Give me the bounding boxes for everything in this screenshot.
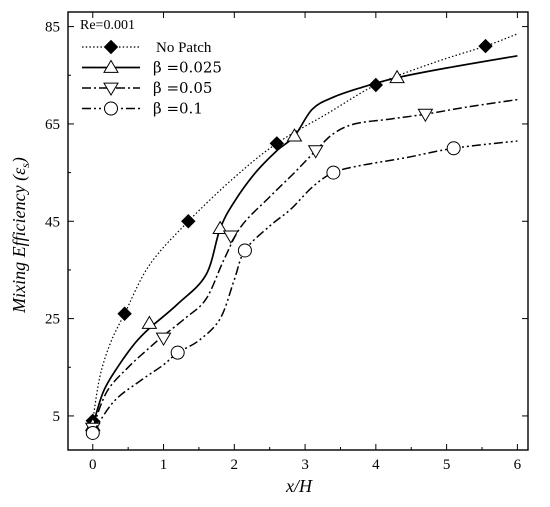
legend-marker (103, 82, 119, 96)
series-line (92, 98, 518, 429)
x-tick-label: 5 (443, 457, 451, 473)
data-point (222, 230, 239, 244)
x-tick-label: 1 (160, 457, 168, 473)
data-point (117, 306, 132, 321)
data-point (307, 145, 324, 159)
series-0 (85, 33, 518, 429)
y-tick-label: 85 (45, 20, 60, 36)
data-point (417, 108, 434, 123)
x-tick-label: 0 (89, 457, 97, 473)
legend-marker (103, 59, 119, 73)
series-line (92, 140, 518, 434)
data-point (326, 165, 341, 180)
legend-marker (103, 39, 119, 55)
y-axis-title-close: ) (9, 157, 30, 164)
legend-label: β =0.1 (153, 100, 203, 118)
data-point (286, 128, 303, 142)
x-axis-title: x/H (285, 476, 313, 496)
data-point (141, 315, 158, 329)
reynolds-annotation: Re=0.001 (80, 18, 135, 33)
x-tick-label: 4 (372, 457, 380, 473)
x-tick-label: 2 (231, 457, 239, 473)
series-line (92, 33, 518, 421)
legend: Re=0.001 No Patch β =0.025 β =0.05 β =0.1 (80, 18, 222, 118)
legend-marker (104, 101, 118, 116)
data-point (389, 69, 405, 84)
y-axis-title-main: Mixing Efficiency (ε (9, 167, 30, 314)
data-point (155, 332, 172, 347)
series-3 (85, 140, 518, 440)
y-axis-title-subscript: s (18, 163, 32, 168)
y-tick-label: 25 (45, 312, 60, 328)
data-point (181, 214, 196, 229)
data-point (446, 141, 461, 156)
legend-label: β =0.025 (153, 59, 222, 77)
plot-area (84, 33, 518, 440)
y-tick-label: 65 (45, 117, 60, 133)
data-point (478, 38, 493, 54)
y-tick-label: 5 (53, 409, 61, 425)
y-tick-label: 45 (45, 214, 60, 230)
series-line (91, 54, 518, 426)
legend-label: β =0.05 (153, 79, 212, 97)
plot-frame (67, 11, 529, 451)
x-tick-label: 3 (301, 457, 309, 473)
x-tick-label: 6 (514, 457, 522, 473)
data-point (237, 243, 252, 258)
y-axis-title: Mixing Efficiency (εs) (9, 157, 32, 314)
legend-label: No Patch (156, 40, 212, 56)
data-point (85, 425, 100, 440)
data-point (170, 345, 185, 360)
